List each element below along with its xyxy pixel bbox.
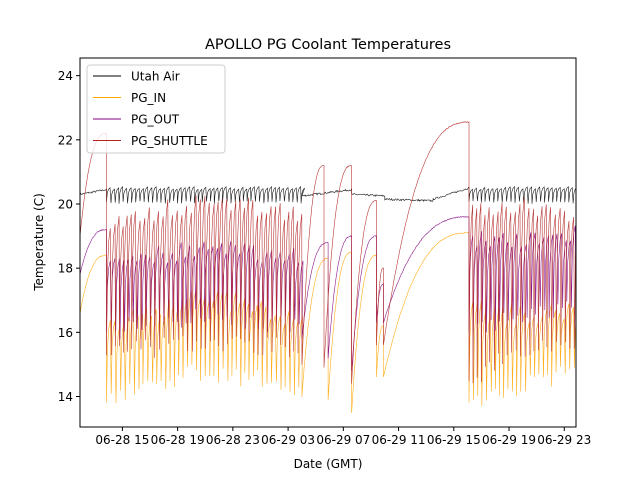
y-tick-label: 20 (58, 197, 73, 211)
axes-frame (79, 57, 577, 428)
x-tick-label: 06-29 07 (316, 433, 370, 447)
x-tick-label: 06-29 03 (261, 433, 315, 447)
legend-label: PG_OUT (131, 113, 180, 127)
y-tick-label: 24 (58, 69, 73, 83)
chart-title: APOLLO PG Coolant Temperatures (205, 37, 451, 53)
plot-area (79, 57, 577, 428)
legend-label: PG_IN (131, 91, 166, 105)
x-tick-label: 06-28 23 (206, 433, 260, 447)
legend-label: Utah Air (131, 70, 180, 84)
legend-frame (86, 64, 226, 154)
y-tick-label: 16 (58, 326, 73, 340)
legend-label: PG_SHUTTLE (131, 134, 208, 148)
y-axis-label: Temperature (C) (32, 193, 46, 292)
series-lines (80, 121, 576, 413)
legend: Utah Air PG_IN PG_OUT PG_SHUTTLE (86, 64, 226, 154)
y-tick-label: 22 (58, 133, 73, 147)
x-tick-label: 06-29 19 (482, 433, 536, 447)
series-line-utah-air (80, 185, 576, 204)
x-tick-label: 06-28 15 (95, 433, 149, 447)
y-tick-label: 14 (58, 390, 73, 404)
series-line-pg-shuttle (80, 121, 576, 384)
x-axis: 06-28 15 06-28 19 06-28 23 06-29 03 06-29 07… (95, 427, 591, 447)
x-tick-label: 06-29 15 (427, 433, 481, 447)
x-tick-label: 06-29 11 (372, 433, 426, 447)
y-tick-label: 18 (58, 262, 73, 276)
x-tick-label: 06-29 23 (537, 433, 591, 447)
y-axis: 14 16 18 20 22 24 (58, 69, 80, 404)
x-tick-label: 06-28 19 (151, 433, 205, 447)
x-axis-label: Date (GMT) (294, 457, 363, 471)
